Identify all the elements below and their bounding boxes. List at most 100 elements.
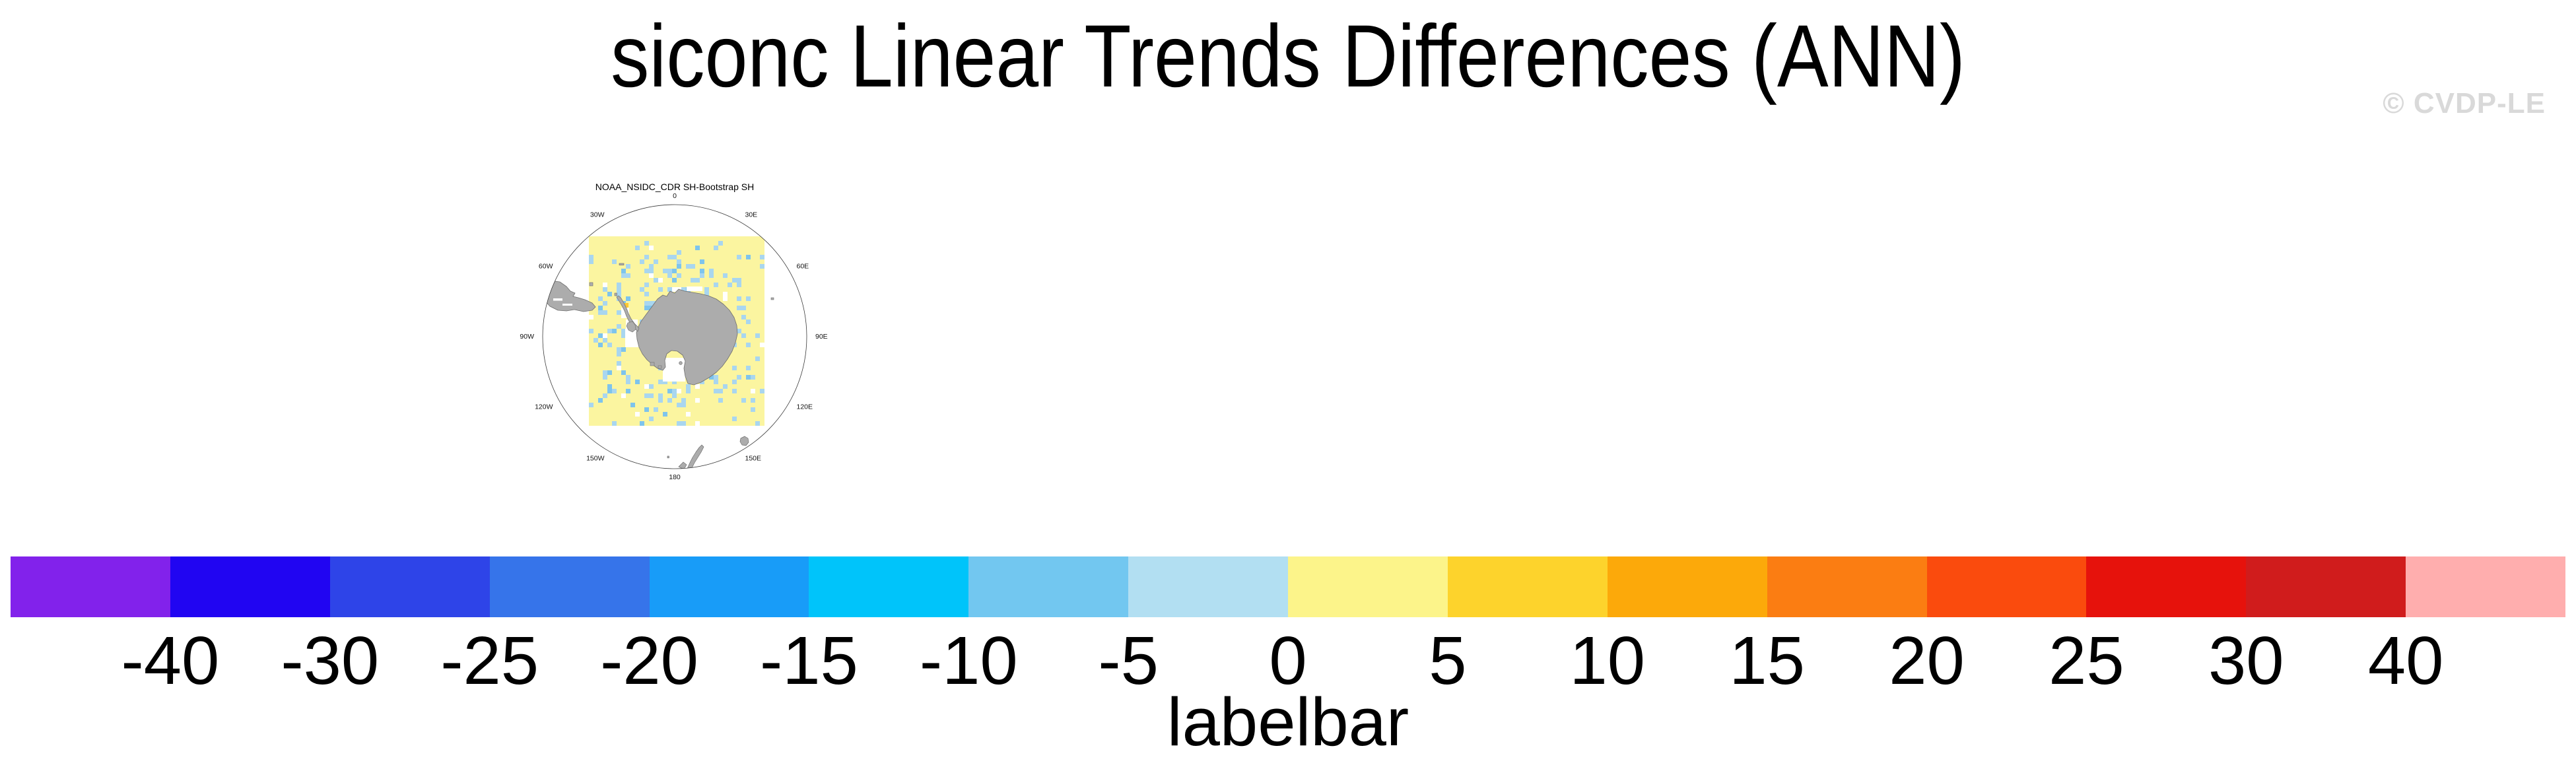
trend-cell [603,375,607,380]
trend-cell [714,389,718,393]
trend-cell [649,393,654,398]
colorbar-tick-15: 15 [1729,622,1805,698]
trend-cell [603,333,607,338]
trend-cell [677,389,681,393]
trend-cell [617,352,621,356]
trend-cell [709,269,714,273]
trend-cell [589,329,593,333]
trend-cell [598,310,603,315]
trend-cell [598,398,603,403]
trend-cell [658,398,663,403]
trend-cell [630,403,635,407]
colorbar-bin-10 [1607,556,1767,617]
trend-cell [681,287,686,292]
trend-cell [644,255,649,259]
trend-cell [760,255,764,259]
trend-cell [640,421,644,426]
trend-cell [649,246,654,250]
trend-cell [593,338,598,343]
trend-cell [607,329,612,333]
map-panel-title: NOAA_NSIDC_CDR SH-Bootstrap SH [595,182,754,192]
trend-cell [686,384,691,389]
trend-cell [741,333,746,338]
trend-cell [654,259,658,264]
trend-cell [700,259,704,264]
trend-cell [603,283,607,287]
trend-cell [677,259,681,264]
trend-cell [649,269,654,273]
trend-cell [737,375,741,380]
trend-cell [737,255,741,259]
trend-cell [714,375,718,380]
trend-cell [603,301,607,306]
trend-cell [732,278,737,283]
trend-cell [732,389,737,393]
trend-cell [667,389,672,393]
lon-label-0: 0 [673,192,677,200]
lon-label-60W: 60W [539,263,553,271]
colorbar-bin-6 [968,556,1129,617]
colorbar-bin-14 [2246,556,2406,617]
trend-cell [751,375,755,380]
trend-cell [612,329,617,333]
trend-cell [617,324,621,329]
lon-label-90E: 90E [815,333,828,341]
trend-cell [723,384,728,389]
trend-cell [644,384,649,389]
trend-cell [732,380,737,384]
trend-cell [709,273,714,278]
colorbar-bin-4 [649,556,809,617]
trend-cell [635,412,640,417]
colorbar-tick-5: 5 [1429,622,1467,698]
trend-cell [695,384,700,389]
lon-label-150E: 150E [745,455,762,463]
colorbar-bin-3 [489,556,650,617]
trend-cell [603,310,607,315]
labelbar-colorbar [11,556,2565,617]
trend-cell [644,306,649,310]
trend-cell [621,273,626,278]
trend-cell [760,389,764,393]
map-projection-circle [542,204,807,469]
trend-cell [658,278,663,283]
colorbar-bin-11 [1767,556,1927,617]
trend-cell [603,370,607,375]
colorbar-tick--25: -25 [440,622,539,698]
trend-cell [644,241,649,246]
trend-cell [737,296,741,301]
trend-cell [672,278,677,283]
map-panel: NOAA_NSIDC_CDR SH-Bootstrap SH [520,182,827,481]
trend-cell [663,380,667,384]
trend-cell [700,269,704,273]
trend-cell [612,389,617,393]
trend-cell [672,255,677,259]
colorbar-bin-2 [329,556,490,617]
trend-cell [681,398,686,403]
trend-cell [649,384,654,389]
lon-label-30W: 30W [590,211,605,219]
colorbar-tick--5: -5 [1098,622,1159,698]
colorbar-bin-15 [2406,556,2565,617]
cvdp-watermark: © CVDP-LE [2383,87,2546,119]
trend-cell [654,407,658,412]
trend-cell [617,310,621,315]
trend-cell [607,370,612,375]
trend-cell [617,366,621,370]
trend-cell [681,403,686,407]
trend-cell [621,269,626,273]
lon-label-90W: 90W [520,333,534,341]
lon-label-30E: 30E [745,211,758,219]
trend-cell [677,421,681,426]
map-lon-labels: 0 30E 60E 90E 120E 150E 180 150W 120W 90W 60W 30W [520,192,827,481]
trend-cell [746,319,751,324]
trend-cell [686,412,691,417]
trend-cell [737,306,741,310]
trend-cell [760,264,764,269]
trend-cell [617,292,621,296]
trend-cell [621,370,626,375]
trend-cell [704,287,709,292]
trend-cell [589,259,593,264]
trend-cell [635,246,640,250]
colorbar-tick-25: 25 [2049,622,2124,698]
trend-cell [644,269,649,273]
